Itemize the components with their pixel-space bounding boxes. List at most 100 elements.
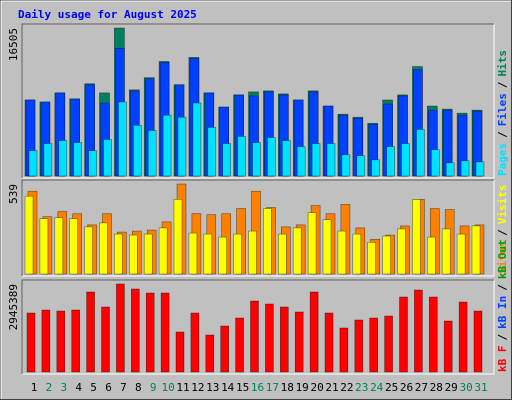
bar [145, 292, 155, 373]
bar [296, 146, 306, 177]
x-tick-label: 23 [355, 381, 368, 394]
legend-entry: kB In [496, 296, 509, 329]
bar [401, 143, 410, 177]
bar [382, 235, 391, 275]
bar [252, 142, 261, 177]
bar [473, 310, 483, 373]
x-tick-label: 26 [400, 381, 413, 394]
bar [369, 317, 379, 373]
x-tick-label: 7 [120, 381, 127, 394]
chart-title: Daily usage for August 2025 [18, 8, 197, 21]
bar [222, 143, 231, 177]
bar [71, 309, 80, 373]
bar [352, 233, 362, 275]
bar [307, 212, 317, 275]
bar [309, 291, 319, 373]
bar [326, 143, 336, 177]
x-tick-label: 15 [236, 381, 249, 394]
bar [475, 161, 485, 177]
bar [162, 114, 172, 177]
bar [279, 306, 289, 373]
y-max-label: 16505 [7, 28, 20, 61]
x-tick-label: 25 [385, 381, 398, 394]
bar [54, 217, 64, 275]
bar [28, 150, 38, 177]
x-tick-label: 6 [105, 381, 112, 394]
bar [460, 160, 470, 177]
legend-separator: / [496, 284, 509, 291]
bar [471, 225, 481, 275]
bar [267, 137, 276, 177]
bar [131, 288, 140, 373]
bar [250, 300, 259, 373]
bar [248, 230, 257, 275]
bar [277, 233, 287, 275]
bar [441, 228, 451, 275]
x-tick-label: 10 [161, 381, 174, 394]
bar [354, 319, 364, 373]
legend-entry: Pages [496, 143, 509, 176]
bar [160, 292, 170, 373]
bar [188, 232, 198, 275]
bar [412, 199, 421, 275]
x-tick-label: 3 [60, 381, 67, 394]
bar [430, 149, 440, 177]
legend-entry: Files [496, 93, 509, 126]
x-tick-label: 18 [281, 381, 294, 394]
legend-entry: Visits [496, 185, 509, 225]
bar [235, 317, 244, 373]
bar [443, 320, 453, 373]
panel-shadow [21, 23, 494, 178]
bar [41, 309, 51, 373]
bar [367, 241, 377, 275]
x-tick-label: 14 [221, 381, 235, 394]
bar [341, 154, 351, 177]
x-tick-label: 29 [445, 381, 458, 394]
bar [384, 315, 393, 373]
bar [143, 233, 153, 275]
bar [356, 155, 366, 177]
bar [414, 289, 423, 373]
bar [311, 143, 321, 177]
x-tick-label: 12 [191, 381, 204, 394]
x-tick-label: 30 [459, 381, 472, 394]
bar [263, 208, 272, 275]
bar [458, 301, 468, 373]
x-tick-label: 27 [415, 381, 428, 394]
x-tick-label: 24 [370, 381, 384, 394]
bar [220, 325, 229, 373]
x-tick-label: 13 [206, 381, 219, 394]
panel-shadow [21, 179, 494, 276]
bar [173, 199, 183, 275]
bar [445, 162, 455, 177]
bar [322, 219, 332, 275]
bar [203, 233, 213, 275]
bar [24, 195, 34, 275]
bar [39, 218, 49, 275]
legend-separator: / [496, 334, 509, 341]
bar [416, 129, 425, 177]
bar [207, 127, 217, 177]
bar [26, 312, 36, 373]
bar [426, 236, 436, 275]
bar [114, 233, 123, 275]
legend-entry: kB F [496, 346, 509, 373]
legend: kB F / kB In / kB Out [496, 239, 509, 372]
bar [101, 306, 110, 373]
x-tick-label: 19 [296, 381, 309, 394]
bar [147, 130, 157, 177]
x-tick-label: 17 [266, 381, 279, 394]
bar [129, 234, 138, 275]
bar [175, 331, 185, 373]
bar [133, 125, 142, 177]
legend-separator: / [496, 131, 509, 138]
bar [456, 233, 466, 275]
x-tick-label: 22 [340, 381, 353, 394]
bar [237, 136, 246, 177]
bar [294, 311, 304, 373]
bar [99, 222, 108, 275]
x-tick-label: 31 [474, 381, 487, 394]
bar [265, 303, 274, 373]
